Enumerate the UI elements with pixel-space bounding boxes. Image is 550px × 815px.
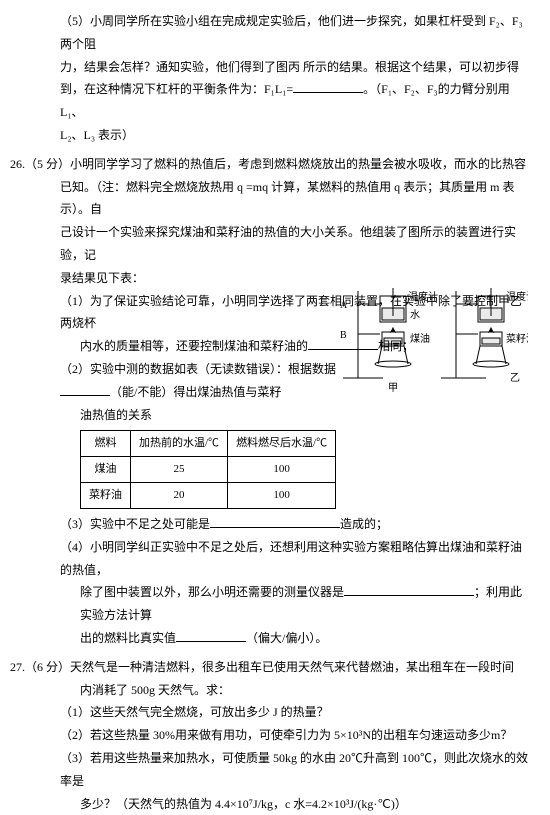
blank-q26-3[interactable] — [210, 514, 340, 528]
th-after: 燃料燃尽后水温/℃ — [228, 431, 336, 457]
label-thermo-r: 温度计 — [506, 290, 528, 303]
q25-5-line3: 到，在这种情况下杠杆的平衡条件为：F₁L₁=。（F₁、F₂、F₃的力臂分别用 L… — [60, 78, 532, 124]
q25-5-line3a: 到，在这种情况下杠杆的平衡条件为：F₁L₁= — [60, 82, 293, 96]
q26-s4c-a: 出的燃料比真实值 — [80, 631, 176, 645]
blank-q26-2[interactable] — [60, 382, 110, 396]
q27-l2: 内消耗了 500g 天然气。求： — [10, 679, 532, 702]
q26-l3: 己设计一个实验来探究煤油和菜籽油的热值的大小关系。他组装了图所示的装置进行实验，… — [10, 221, 532, 267]
label-water: 水 — [410, 309, 420, 321]
blank-q26-4a[interactable] — [344, 582, 474, 596]
q27-s3a: （3）若用这些热量来加热水，可使质量 50kg 的水由 20℃升高到 100℃，… — [10, 747, 532, 793]
q26-s3-a: （3）实验中不足之处可能是 — [60, 517, 210, 531]
th-before: 加热前的水温/℃ — [131, 431, 228, 457]
table-row: 煤油 25 100 — [81, 457, 336, 483]
td: 100 — [228, 457, 336, 483]
label-yi: 乙 — [510, 372, 520, 384]
label-kerosene: 煤油 — [410, 332, 430, 345]
q26-l2: 已知。（注：燃料完全燃烧放热用 q =mq 计算，某燃料的热值用 q 表示；其质… — [10, 176, 532, 222]
blank-q25-5[interactable] — [293, 79, 363, 93]
q26-head: 26.（5 分）小明同学学习了燃料的热值后，考虑到燃料燃烧放出的热量会被水吸收，… — [10, 153, 532, 176]
q25-5-line1: （5）小周同学所在实验小组在完成规定实验后，他们进一步探究，如果杠杆受到 F₂、… — [60, 10, 532, 56]
q26-s4b-a: 除了图中装置以外，那么小明还需要的测量仪器是 — [80, 585, 344, 599]
q25-part5: （5）小周同学所在实验小组在完成规定实验后，他们进一步探究，如果杠杆受到 F₂、… — [10, 10, 532, 147]
q27-s3b: 多少？（天然气的热值为 4.4×10⁷J/kg，c 水=4.2×10³J/(kg… — [10, 793, 532, 815]
q26-s1b-a: 内水的质量相等，还要控制煤油和菜籽油的 — [80, 339, 308, 353]
q27-s2: （2）若这些热量 30%用来做有用功，可使牵引力为 5×10³N的出租车匀速运动… — [10, 724, 532, 747]
q26-s3: （3）实验中不足之处可能是 造成的； — [10, 513, 532, 536]
table-row: 菜籽油 20 100 — [81, 483, 336, 509]
label-jia: 甲 — [388, 383, 398, 394]
q26-s4c-b: （偏大/偏小）。 — [246, 631, 327, 645]
td: 煤油 — [81, 457, 131, 483]
q26-s2a-b: （能/不能）得出煤油热值与菜籽 — [110, 385, 281, 399]
q25-5-line4: L₂、L₃ 表示） — [60, 124, 532, 147]
label-B: B — [340, 330, 347, 341]
table-row: 燃料 加热前的水温/℃ 燃料燃尽后水温/℃ — [81, 431, 336, 457]
q26-s4c: 出的燃料比真实值 （偏大/偏小）。 — [10, 627, 532, 650]
q26: 26.（5 分）小明同学学习了燃料的热值后，考虑到燃料燃烧放出的热量会被水吸收，… — [10, 153, 532, 650]
q26-s3-b: 造成的； — [340, 517, 388, 531]
td: 25 — [131, 457, 228, 483]
td: 菜籽油 — [81, 483, 131, 509]
label-thermo-l: 温度计 — [408, 290, 438, 303]
q26-s2b: 油热值的关系 — [10, 404, 532, 427]
fuel-table: 燃料 加热前的水温/℃ 燃料燃尽后水温/℃ 煤油 25 100 菜籽油 20 1… — [80, 430, 336, 509]
q25-5-line2: 力，结果会怎样？通知实验，他们得到了图丙 所示的结果。根据这个结果，可以初步得 — [60, 56, 532, 79]
th-fuel: 燃料 — [81, 431, 131, 457]
q27: 27.（6 分）天然气是一种清洁燃料，很多出租车已使用天然气来代替燃油，某出租车… — [10, 656, 532, 815]
q26-s4b: 除了图中装置以外，那么小明还需要的测量仪器是；利用此实验方法计算 — [10, 581, 532, 627]
label-rapeseed: 菜籽油 — [506, 332, 528, 345]
q26-s4a: （4）小明同学纠正实验中不足之处后，还想利用这种实验方案粗略估算出煤油和菜籽油的… — [10, 536, 532, 582]
td: 20 — [131, 483, 228, 509]
label-A: A — [340, 300, 348, 311]
td: 100 — [228, 483, 336, 509]
q27-head: 27.（6 分）天然气是一种清洁燃料，很多出租车已使用天然气来代替燃油，某出租车… — [10, 656, 532, 679]
q27-s1: （1）这些天然气完全燃烧，可放出多少 J 的热量？ — [10, 701, 532, 724]
q26-s2a-a: （2）实验中测的数据如表（无读数错误）：根据数据 — [60, 362, 336, 376]
apparatus-diagram: A B 温度计 温度计 水 煤油 菜籽油 甲 乙 — [338, 286, 528, 396]
blank-q26-4b[interactable] — [176, 628, 246, 642]
